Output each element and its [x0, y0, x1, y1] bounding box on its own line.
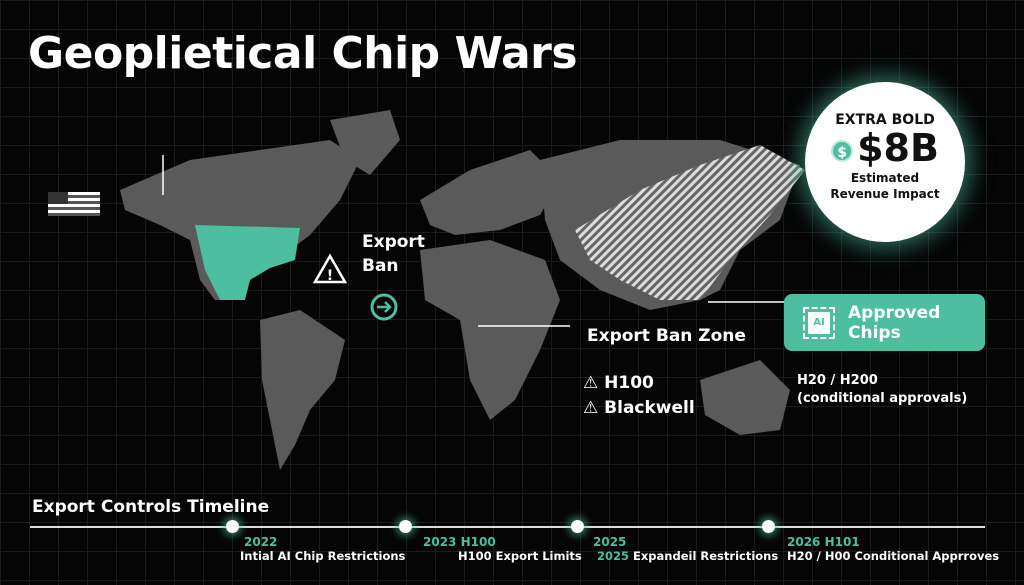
revenue-label: Estimated Revenue Impact: [830, 171, 940, 201]
svg-text:!: !: [327, 268, 333, 284]
revenue-value: $8B: [857, 126, 939, 170]
timeline-year: 2022: [244, 535, 278, 549]
export-ban-zone-label: Export Ban Zone: [587, 326, 746, 346]
restricted-region: [575, 145, 805, 300]
conditional-approvals-label: H20 / H200 (conditional approvals): [797, 373, 968, 406]
warning-icon: !: [312, 253, 348, 284]
ai-chip-icon: AI: [803, 306, 835, 339]
timeline-dot[interactable]: [226, 520, 239, 533]
timeline-dot[interactable]: [571, 520, 584, 533]
north-america: [120, 140, 360, 300]
greenland: [330, 110, 400, 175]
timeline-year: 2026 H101: [787, 535, 860, 549]
timeline-year: 2023 H100: [423, 535, 496, 549]
timeline-desc: H100 Export Limits: [458, 549, 582, 563]
us-highlight: [195, 225, 300, 300]
h100-label: ⚠ H100: [583, 373, 654, 393]
europe: [420, 150, 560, 235]
timeline-desc: H20 / H00 Conditional Apprroves: [787, 549, 1000, 563]
warning-icon: ⚠: [583, 398, 605, 418]
timeline-dot[interactable]: [399, 520, 412, 533]
australia: [700, 360, 790, 435]
blackwell-label: ⚠ Blackwell: [583, 398, 695, 418]
warning-icon: ⚠: [583, 373, 605, 393]
timeline-line: [30, 526, 985, 528]
timeline-desc: Intial AI Chip Restrictions: [240, 549, 406, 563]
dollar-icon: $: [831, 139, 854, 162]
approved-chips-badge: AI Approved Chips: [784, 294, 985, 351]
africa: [420, 240, 560, 420]
us-flag-icon: [48, 192, 100, 216]
arrow-right-circle-icon: [370, 293, 398, 321]
export-ban-label: Export Ban: [362, 232, 425, 276]
timeline-desc: 2025 Expandeil Restrictions: [597, 549, 779, 563]
revenue-impact-badge: EXTRA BOLD $ $8B Estimated Revenue Impact: [805, 82, 965, 242]
timeline-year: 2025: [593, 535, 627, 549]
south-america: [260, 310, 345, 470]
timeline-dot[interactable]: [762, 520, 775, 533]
timeline-title: Export Controls Timeline: [32, 497, 270, 517]
page-title: Geoplietical Chip Wars: [28, 28, 578, 79]
